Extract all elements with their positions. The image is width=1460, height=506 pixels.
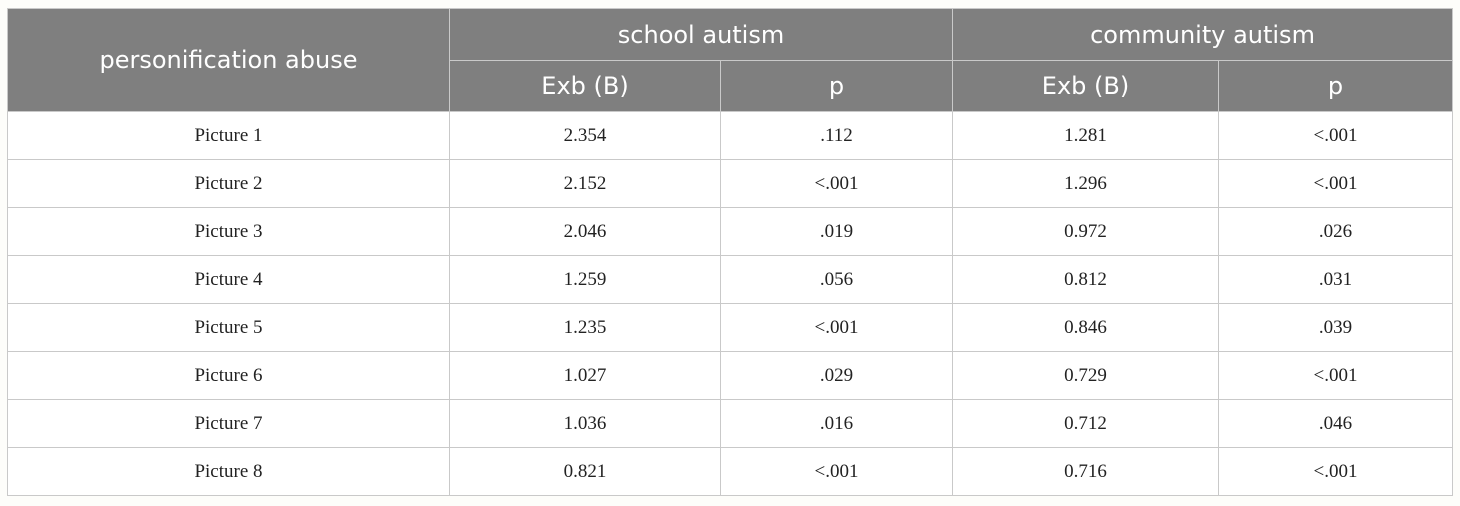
- cell-school-p: .029: [719, 351, 954, 400]
- cell-community-exb: 0.846: [952, 303, 1220, 352]
- cell-school-p: <.001: [719, 159, 954, 208]
- subheader-exb-community: Exb (B): [952, 60, 1220, 112]
- cell-school-exb: 2.152: [449, 159, 721, 208]
- row-label: Picture 8: [7, 447, 450, 496]
- cell-community-p: .031: [1218, 255, 1454, 304]
- cell-school-exb: 1.027: [449, 351, 721, 400]
- row-label: Picture 6: [7, 351, 450, 400]
- table-row: Picture 4 1.259 .056 0.812 .031: [7, 255, 1454, 304]
- table-row: Picture 5 1.235 <.001 0.846 .039: [7, 303, 1454, 352]
- cell-community-p: <.001: [1218, 111, 1454, 160]
- row-label: Picture 5: [7, 303, 450, 352]
- subheader-exb-school: Exb (B): [449, 60, 721, 112]
- row-label: Picture 2: [7, 159, 450, 208]
- cell-school-exb: 1.235: [449, 303, 721, 352]
- cell-school-exb: 2.354: [449, 111, 721, 160]
- cell-community-p: .026: [1218, 207, 1454, 256]
- table-row: Picture 6 1.027 .029 0.729 <.001: [7, 351, 1454, 400]
- cell-school-exb: 0.821: [449, 447, 721, 496]
- cell-community-p: .046: [1218, 399, 1454, 448]
- cell-community-exb: 0.812: [952, 255, 1220, 304]
- cell-school-exb: 2.046: [449, 207, 721, 256]
- header-row-subheaders: Exb (B) p Exb (B) p: [8, 60, 1454, 112]
- cell-school-p: .019: [719, 207, 954, 256]
- cell-community-p: <.001: [1218, 159, 1454, 208]
- cell-school-p: .056: [719, 255, 954, 304]
- cell-community-exb: 0.729: [952, 351, 1220, 400]
- cell-community-p: .039: [1218, 303, 1454, 352]
- row-label: Picture 3: [7, 207, 450, 256]
- group-header-community-autism: community autism: [952, 8, 1454, 61]
- table-row: Picture 7 1.036 .016 0.712 .046: [7, 399, 1454, 448]
- table-row: Picture 3 2.046 .019 0.972 .026: [7, 207, 1454, 256]
- row-label: Picture 4: [7, 255, 450, 304]
- table-row: Picture 2 2.152 <.001 1.296 <.001: [7, 159, 1454, 208]
- cell-community-exb: 0.712: [952, 399, 1220, 448]
- row-label: Picture 1: [7, 111, 450, 160]
- row-header-cell: personification abuse: [7, 8, 450, 112]
- subheader-p-community: p: [1218, 60, 1454, 112]
- results-table: personification abuse school autism comm…: [7, 8, 1454, 496]
- cell-community-exb: 0.972: [952, 207, 1220, 256]
- cell-school-p: <.001: [719, 303, 954, 352]
- subheader-p-school: p: [719, 60, 954, 112]
- header-row-groups: personification abuse school autism comm…: [7, 8, 1454, 112]
- group-header-school-autism: school autism: [448, 8, 954, 61]
- cell-community-exb: 0.716: [952, 447, 1220, 496]
- table-row: Picture 8 0.821 <.001 0.716 <.001: [7, 447, 1454, 496]
- cell-school-p: <.001: [719, 447, 954, 496]
- cell-community-exb: 1.281: [952, 111, 1220, 160]
- cell-community-exb: 1.296: [952, 159, 1220, 208]
- cell-community-p: <.001: [1218, 447, 1454, 496]
- cell-school-p: .112: [719, 111, 954, 160]
- cell-school-exb: 1.036: [449, 399, 721, 448]
- cell-school-exb: 1.259: [449, 255, 721, 304]
- row-label: Picture 7: [7, 399, 450, 448]
- cell-community-p: <.001: [1218, 351, 1454, 400]
- cell-school-p: .016: [719, 399, 954, 448]
- table-row: Picture 1 2.354 .112 1.281 <.001: [7, 111, 1454, 160]
